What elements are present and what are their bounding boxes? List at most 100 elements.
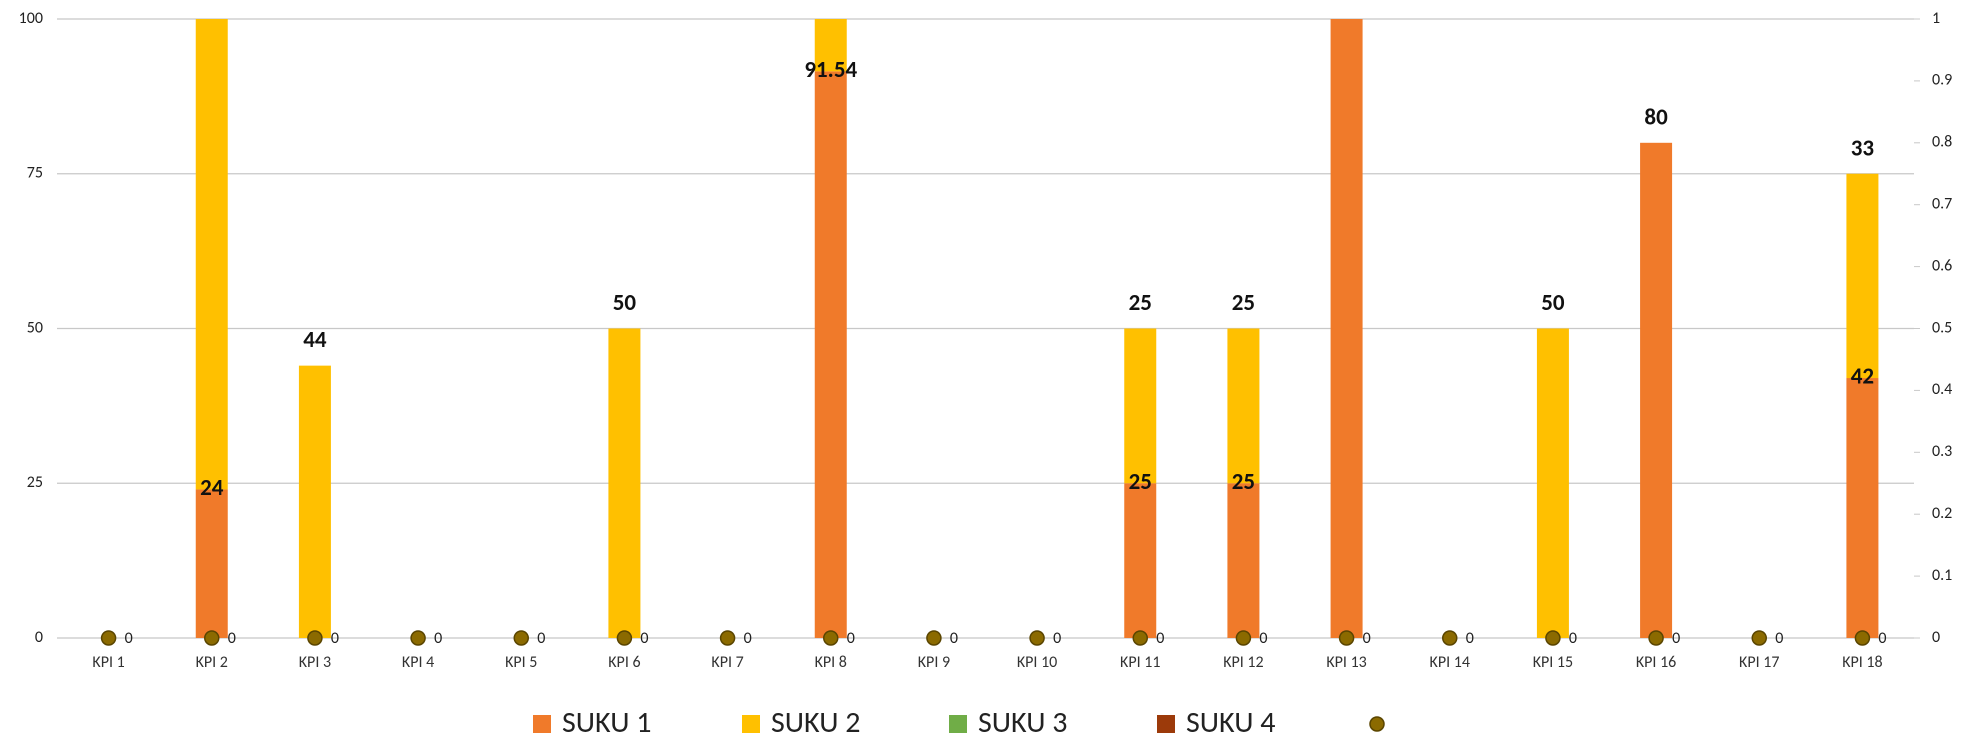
bar-segment <box>1640 142 1673 639</box>
data-label: 50 <box>1541 289 1565 317</box>
dot <box>1029 630 1045 646</box>
dot-label: 0 <box>1363 629 1371 648</box>
legend-label: SUKU 3 <box>978 704 1067 740</box>
y2-tick-label: 0.5 <box>1932 318 1952 337</box>
dot <box>1854 630 1871 646</box>
bar-segment <box>1227 328 1260 484</box>
legend-label: SUKU 1 <box>562 704 651 740</box>
bar-segment <box>608 328 641 638</box>
dot <box>410 630 426 646</box>
data-label: 76 <box>200 0 224 8</box>
x-tick-label: KPI 18 <box>1842 653 1882 672</box>
bar-segment <box>1846 173 1879 379</box>
grid: 0 25 50 75 100 0 0.1 0.2 0.3 0.4 0.5 0.6 0.7 0.8 0.9 1 K… <box>19 9 1953 672</box>
y2-tick-label: 1 <box>1932 9 1940 28</box>
data-label: 8.46 <box>810 0 851 8</box>
dot <box>1442 630 1458 646</box>
dot-label: 0 <box>1569 629 1577 648</box>
legend: SUKU 1 SUKU 2 SUKU 3 SUKU 4 <box>533 704 1385 740</box>
legend-marker <box>533 715 551 733</box>
dot-label: 0 <box>847 629 855 648</box>
x-tick-label: KPI 17 <box>1739 653 1779 672</box>
y2-tick-label: 0.9 <box>1932 71 1952 90</box>
data-label: 50 <box>613 289 637 317</box>
bar-segment <box>814 71 847 638</box>
x-tick-label: KPI 1 <box>92 653 124 672</box>
data-label: 25 <box>1129 468 1152 496</box>
dot-label: 0 <box>125 629 133 648</box>
dot-label: 0 <box>744 629 752 648</box>
x-tick-label: KPI 15 <box>1533 653 1573 672</box>
data-label: 80 <box>1644 103 1668 131</box>
data-label: 91.54 <box>804 56 857 84</box>
y-tick-label: 100 <box>19 9 43 28</box>
dot <box>204 630 220 646</box>
bar-segment <box>1536 328 1569 638</box>
x-tick-label: KPI 16 <box>1636 653 1676 672</box>
x-tick-label: KPI 13 <box>1326 653 1366 672</box>
dot-label: 0 <box>1672 629 1680 648</box>
dot <box>100 630 117 646</box>
data-label: 24 <box>200 474 224 502</box>
bar-segment <box>1330 19 1363 638</box>
dot <box>1751 630 1767 646</box>
dot <box>1545 630 1561 646</box>
x-tick-label: KPI 3 <box>299 653 331 672</box>
dot-label: 0 <box>1053 629 1061 648</box>
dot-label: 0 <box>1259 629 1267 648</box>
y-tick-label: 0 <box>35 628 43 647</box>
dot-label: 0 <box>640 629 648 648</box>
x-tick-label: KPI 6 <box>608 653 640 672</box>
dot-label: 0 <box>1878 629 1886 648</box>
legend-marker <box>742 715 760 733</box>
bar-segment <box>298 365 331 638</box>
dot-label: 0 <box>434 629 442 648</box>
x-tick-label: KPI 2 <box>196 653 228 672</box>
legend-marker <box>1157 715 1175 733</box>
bar-segment <box>195 489 228 638</box>
bar-segment <box>1846 378 1879 638</box>
dot-label: 0 <box>537 629 545 648</box>
y2-tick-label: 0.8 <box>1932 133 1952 152</box>
bar-segment <box>195 19 228 490</box>
dot <box>823 630 839 646</box>
data-label: 42 <box>1851 363 1874 391</box>
dot <box>616 630 633 646</box>
dot <box>513 630 529 646</box>
x-tick-label: KPI 8 <box>815 653 847 672</box>
data-labels: 24 76 44 50 91.54 8.46 25 25 25 25 100 50 80 42 33 <box>200 0 1874 502</box>
x-tick-label: KPI 11 <box>1120 653 1160 672</box>
data-label: 100 <box>1329 0 1364 8</box>
y-tick-label: 25 <box>27 473 43 492</box>
data-label: 25 <box>1129 289 1152 317</box>
x-tick-label: KPI 7 <box>711 653 743 672</box>
legend-marker <box>1369 716 1385 732</box>
y-tick-label: 50 <box>27 318 43 337</box>
legend-label: SUKU 2 <box>771 704 860 740</box>
data-label: 25 <box>1232 468 1255 496</box>
data-label: 25 <box>1232 289 1255 317</box>
dot-label: 0 <box>228 629 236 648</box>
bars <box>195 19 1879 639</box>
y2-tick-label: 0.4 <box>1932 380 1952 399</box>
x-tick-label: KPI 12 <box>1223 653 1263 672</box>
dot <box>1648 630 1664 646</box>
bar-segment <box>814 19 847 72</box>
x-tick-label: KPI 4 <box>402 653 434 672</box>
x-tick-label: KPI 9 <box>918 653 950 672</box>
y2-tick-label: 0 <box>1932 628 1940 647</box>
dot <box>926 630 942 646</box>
dot-label: 0 <box>950 629 958 648</box>
legend-marker <box>949 715 967 733</box>
dot <box>1338 630 1355 646</box>
x-tick-label: KPI 14 <box>1430 653 1470 672</box>
bar-segment <box>1227 483 1260 638</box>
x-tick-label: KPI 5 <box>505 653 537 672</box>
y2-tick-label: 0.7 <box>1932 195 1952 214</box>
dot-label: 0 <box>331 629 339 648</box>
y-tick-label: 75 <box>27 164 43 183</box>
dot-label: 0 <box>1156 629 1164 648</box>
bar-segment <box>1124 328 1157 484</box>
dot <box>1235 630 1252 646</box>
